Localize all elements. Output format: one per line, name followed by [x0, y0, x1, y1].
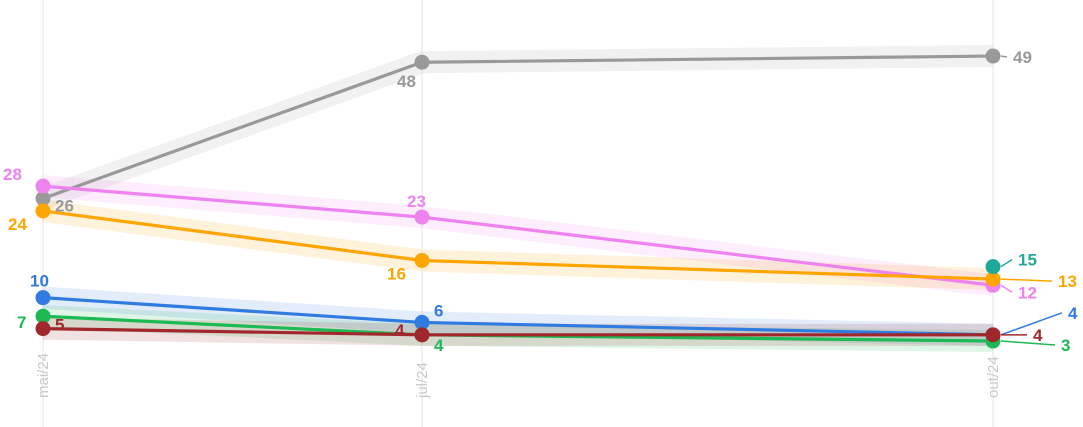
data-label: 28 [3, 165, 22, 184]
data-point [35, 203, 51, 219]
data-point [35, 191, 51, 207]
label-leader [1000, 259, 1013, 268]
data-label: 24 [8, 215, 27, 234]
label-leader [1000, 55, 1008, 58]
data-label: 4 [434, 336, 444, 355]
x-tick-label: out/24 [985, 356, 1002, 398]
data-point [35, 290, 51, 306]
data-label: 4 [1068, 304, 1078, 323]
data-label: 6 [434, 301, 443, 320]
data-point [35, 308, 51, 324]
data-point [414, 252, 430, 268]
data-point [414, 54, 430, 70]
data-label: 13 [1058, 272, 1077, 291]
data-point [414, 327, 430, 343]
data-label: 4 [395, 321, 405, 340]
data-label: 7 [17, 313, 26, 332]
label-leader [1000, 340, 1056, 346]
data-label: 16 [387, 264, 406, 283]
label-leader [1000, 312, 1063, 336]
data-label: 4 [1033, 326, 1043, 345]
data-label: 3 [1061, 336, 1070, 355]
data-label: 23 [407, 192, 426, 211]
label-leader [1000, 284, 1013, 293]
data-label: 48 [397, 72, 416, 91]
data-point [985, 327, 1001, 343]
data-label: 26 [55, 197, 74, 216]
data-label: 10 [30, 272, 49, 291]
data-point [35, 178, 51, 194]
series-line [42, 54, 994, 201]
data-point [35, 321, 51, 337]
data-points [35, 48, 1001, 349]
label-leader [1000, 278, 1053, 282]
data-point [414, 314, 430, 330]
series-band [39, 45, 994, 209]
data-point [414, 209, 430, 225]
data-point [985, 48, 1001, 64]
data-label: 49 [1013, 48, 1032, 67]
data-label: 15 [1018, 251, 1037, 270]
data-label: 12 [1018, 283, 1037, 302]
x-axis-ticks: mai/24 jul/24 out/24 [35, 353, 1002, 399]
data-point [985, 259, 1001, 275]
x-tick-label: mai/24 [35, 353, 52, 398]
data-point [985, 271, 1001, 287]
x-tick-label: jul/24 [414, 362, 431, 399]
data-label: 5 [55, 316, 64, 335]
